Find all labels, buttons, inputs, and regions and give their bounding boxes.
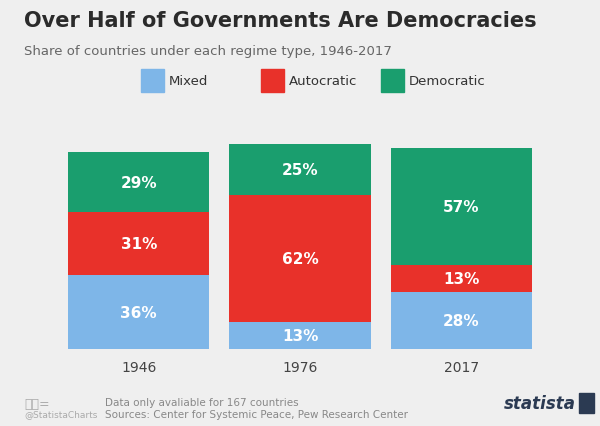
Text: Data only avaliable for 167 countries: Data only avaliable for 167 countries — [105, 397, 299, 407]
Text: ⓒⓘ=: ⓒⓘ= — [24, 397, 50, 410]
Text: statista: statista — [504, 394, 576, 412]
Text: Mixed: Mixed — [169, 75, 209, 88]
Bar — [229, 196, 371, 323]
Text: 31%: 31% — [121, 236, 157, 251]
Bar — [68, 276, 209, 349]
Bar — [391, 149, 532, 265]
Text: Over Half of Governments Are Democracies: Over Half of Governments Are Democracies — [24, 11, 536, 31]
Bar — [229, 145, 371, 196]
Text: @StatistaCharts: @StatistaCharts — [24, 409, 97, 418]
Text: 62%: 62% — [281, 252, 319, 267]
Bar — [68, 153, 209, 212]
Text: 29%: 29% — [121, 175, 157, 190]
Bar — [229, 323, 371, 349]
Text: Share of countries under each regime type, 1946-2017: Share of countries under each regime typ… — [24, 45, 392, 58]
Text: Autocratic: Autocratic — [289, 75, 358, 88]
Text: 57%: 57% — [443, 200, 479, 215]
Text: 13%: 13% — [443, 271, 479, 286]
Bar — [68, 212, 209, 276]
Text: 28%: 28% — [443, 313, 479, 328]
Text: 25%: 25% — [281, 163, 319, 178]
Text: Sources: Center for Systemic Peace, Pew Research Center: Sources: Center for Systemic Peace, Pew … — [105, 409, 408, 419]
Text: 36%: 36% — [121, 305, 157, 320]
Bar — [391, 292, 532, 349]
Bar — [391, 265, 532, 292]
Text: 13%: 13% — [282, 328, 318, 343]
Text: Democratic: Democratic — [409, 75, 486, 88]
